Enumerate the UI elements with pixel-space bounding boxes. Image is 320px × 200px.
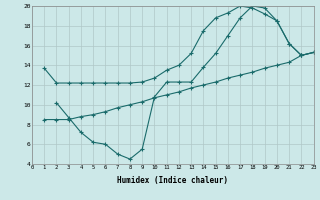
X-axis label: Humidex (Indice chaleur): Humidex (Indice chaleur) (117, 176, 228, 185)
